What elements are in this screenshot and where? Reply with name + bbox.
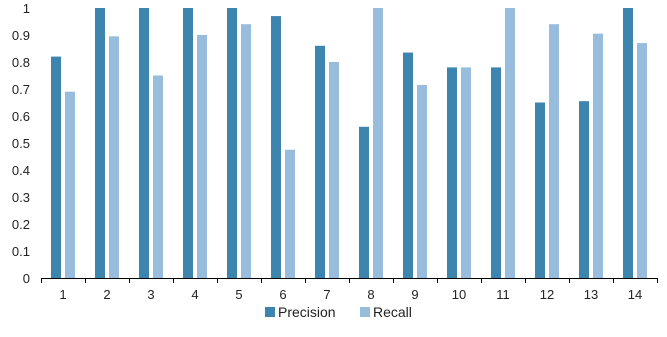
legend-item-recall: Recall [360, 304, 412, 320]
y-tick-label: 0 [23, 271, 30, 286]
y-tick-label: 0.4 [12, 163, 30, 178]
bar-recall-14 [637, 43, 647, 278]
y-tick-label: 0.1 [12, 244, 30, 259]
x-tick-label: 8 [367, 287, 374, 302]
x-axis: 1 2 3 4 5 6 7 8 9 10 11 12 13 14 [41, 278, 658, 302]
bar-precision-9 [403, 52, 413, 278]
bar-precision-5 [227, 8, 237, 278]
legend-item-precision: Precision [265, 304, 336, 320]
bar-recall-8 [373, 8, 383, 278]
bars-group [51, 8, 647, 279]
legend-label: Precision [278, 304, 336, 320]
legend: Precision Recall [265, 304, 412, 320]
bar-precision-7 [315, 45, 325, 278]
x-tick-label: 11 [496, 287, 510, 302]
bar-precision-3 [139, 8, 149, 278]
bar-recall-6 [285, 149, 295, 278]
y-axis: 0 0.1 0.2 0.3 0.4 0.5 0.6 0.7 0.8 0.9 1 [12, 1, 30, 286]
x-tick-label: 6 [279, 287, 286, 302]
bar-precision-10 [447, 67, 457, 279]
bar-precision-14 [623, 8, 633, 278]
legend-label: Recall [373, 304, 412, 320]
x-tick-label: 5 [235, 287, 242, 302]
x-tick-label: 3 [147, 287, 154, 302]
y-tick-label: 0.5 [12, 136, 30, 151]
bar-recall-11 [505, 8, 515, 278]
y-tick-label: 0.3 [12, 190, 30, 205]
bar-precision-4 [183, 8, 193, 278]
x-tick-label: 12 [540, 287, 554, 302]
bar-recall-10 [461, 67, 471, 279]
y-tick-label: 0.8 [12, 55, 30, 70]
bar-recall-12 [549, 24, 559, 279]
x-tick-label: 1 [59, 287, 66, 302]
bar-precision-11 [491, 67, 501, 279]
bar-recall-9 [417, 84, 427, 278]
bar-recall-5 [241, 24, 251, 279]
y-tick-label: 1 [23, 1, 30, 16]
bar-precision-1 [51, 56, 61, 278]
y-tick-label: 0.7 [12, 82, 30, 97]
bar-precision-13 [579, 101, 589, 279]
x-tick-label: 13 [584, 287, 598, 302]
y-tick-label: 0.2 [12, 217, 30, 232]
bar-precision-12 [535, 102, 545, 278]
bar-recall-13 [593, 33, 603, 279]
legend-swatch [360, 307, 370, 317]
bar-precision-6 [271, 16, 281, 278]
y-tick-label: 0.6 [12, 109, 30, 124]
bar-recall-7 [329, 62, 339, 278]
x-tick-label: 10 [452, 287, 466, 302]
bar-recall-3 [153, 75, 163, 278]
x-tick-label: 2 [103, 287, 110, 302]
x-tick-label: 7 [323, 287, 330, 302]
x-tick-label: 9 [411, 287, 418, 302]
x-tick-label: 4 [191, 287, 198, 302]
bar-recall-2 [109, 36, 119, 278]
bar-recall-1 [65, 91, 75, 278]
bar-precision-8 [359, 126, 369, 278]
x-tick-label: 14 [628, 287, 642, 302]
legend-swatch [265, 307, 275, 317]
bar-recall-4 [197, 35, 207, 278]
bar-precision-2 [95, 8, 105, 278]
y-tick-label: 0.9 [12, 28, 30, 43]
